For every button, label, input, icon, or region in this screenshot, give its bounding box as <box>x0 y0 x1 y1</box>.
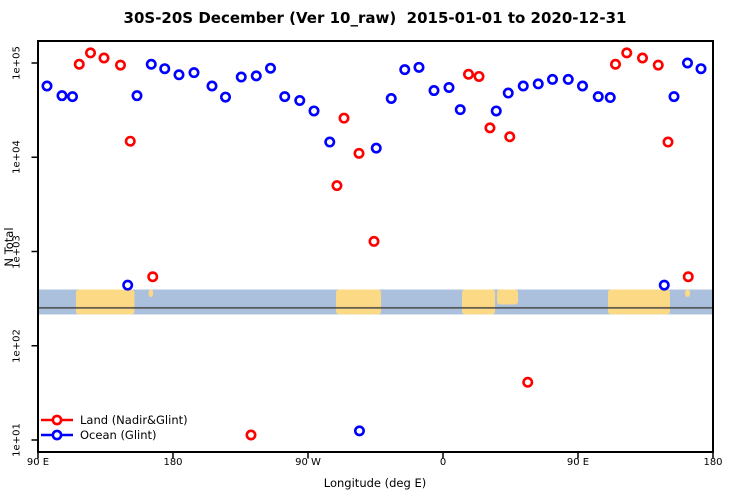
x-axis-title: Longitude (deg E) <box>323 476 427 490</box>
data-point-ocean <box>370 142 382 154</box>
data-point-ocean <box>695 63 707 75</box>
data-point-ocean <box>294 95 306 107</box>
map-strip-land-patch <box>608 289 670 315</box>
data-point-ocean <box>264 62 276 74</box>
data-point-land <box>462 68 474 80</box>
map-strip-land-patch <box>497 289 518 305</box>
data-point-land <box>662 136 674 148</box>
y-tick-label: 1e+01 <box>11 423 23 457</box>
data-point-land <box>609 58 621 70</box>
data-point-ocean <box>604 92 616 104</box>
data-point-land <box>338 112 350 124</box>
data-point-ocean <box>443 81 455 93</box>
x-tick-label: 0 <box>439 457 447 468</box>
data-point-ocean <box>490 105 502 117</box>
data-point-ocean <box>145 58 157 70</box>
legend: Land (Nadir&Glint) Ocean (Glint) <box>40 412 188 442</box>
data-point-ocean <box>353 425 365 437</box>
chart-title: 30S-20S December (Ver 10_raw) 2015-01-01… <box>123 9 627 27</box>
data-point-land <box>473 70 485 82</box>
data-point-land <box>682 271 694 283</box>
legend-label-land: Land (Nadir&Glint) <box>80 412 188 427</box>
x-tick-label: 180 <box>703 457 723 468</box>
data-point-ocean <box>188 67 200 79</box>
data-point-ocean <box>220 91 232 103</box>
data-point-ocean <box>562 73 574 85</box>
data-point-land <box>124 135 136 147</box>
data-point-land <box>636 52 648 64</box>
data-point-ocean <box>385 93 397 105</box>
map-strip-land-patch <box>684 289 691 297</box>
data-point-ocean <box>413 61 425 73</box>
legend-item-land: Land (Nadir&Glint) <box>40 412 188 427</box>
data-point-ocean <box>502 87 514 99</box>
x-tick-label: 90 E <box>26 457 50 468</box>
legend-label-ocean: Ocean (Glint) <box>80 427 157 442</box>
land-series-key-icon <box>41 414 73 425</box>
data-point-land <box>353 147 365 159</box>
data-point-land <box>115 59 127 71</box>
legend-item-ocean: Ocean (Glint) <box>40 427 188 442</box>
data-point-ocean <box>399 64 411 76</box>
data-point-land <box>85 47 97 59</box>
data-point-ocean <box>454 104 466 116</box>
data-point-land <box>245 429 257 441</box>
data-point-ocean <box>159 63 171 75</box>
data-point-ocean <box>67 91 79 103</box>
map-strip-land-patch <box>336 289 382 315</box>
data-point-ocean <box>131 90 143 102</box>
data-point-land <box>98 52 110 64</box>
data-point-ocean <box>546 73 558 85</box>
data-point-ocean <box>250 70 262 82</box>
data-point-land <box>331 180 343 192</box>
data-point-ocean <box>279 91 291 103</box>
x-tick-label: 90 W <box>295 457 321 468</box>
y-tick-label: 1e+03 <box>11 234 23 269</box>
data-point-ocean <box>658 279 670 291</box>
map-strip-latitude-line <box>38 306 713 309</box>
data-point-ocean <box>428 85 440 97</box>
data-point-ocean <box>517 80 529 92</box>
y-tick-label: 1e+02 <box>11 328 23 363</box>
data-point-ocean <box>308 105 320 117</box>
data-point-ocean <box>592 91 604 103</box>
x-tick-label: 180 <box>163 457 183 468</box>
data-point-ocean <box>576 80 588 92</box>
data-point-land <box>484 122 496 134</box>
data-point-land <box>368 235 380 247</box>
data-point-land <box>504 131 516 143</box>
ocean-series-key-icon <box>41 429 73 440</box>
data-point-ocean <box>668 91 680 103</box>
data-point-ocean <box>532 78 544 90</box>
data-point-ocean <box>324 136 336 148</box>
x-tick-label: 90 E <box>566 457 590 468</box>
data-point-land <box>73 58 85 70</box>
data-point-land <box>522 376 534 388</box>
data-point-land <box>652 59 664 71</box>
data-point-ocean <box>681 57 693 69</box>
data-point-ocean <box>122 279 134 291</box>
map-strip-land-patch <box>75 289 135 315</box>
plot-box <box>37 40 714 453</box>
data-point-ocean <box>235 71 247 83</box>
data-point-ocean <box>206 80 218 92</box>
data-point-ocean <box>56 90 68 102</box>
data-point-land <box>147 271 159 283</box>
map-strip-land-patch <box>462 289 496 315</box>
map-strip-land-patch <box>148 289 154 297</box>
data-point-ocean <box>41 80 53 92</box>
y-tick-label: 1e+05 <box>11 46 23 80</box>
data-point-ocean <box>173 69 185 81</box>
y-tick-label: 1e+04 <box>11 140 23 175</box>
data-point-land <box>621 47 633 59</box>
